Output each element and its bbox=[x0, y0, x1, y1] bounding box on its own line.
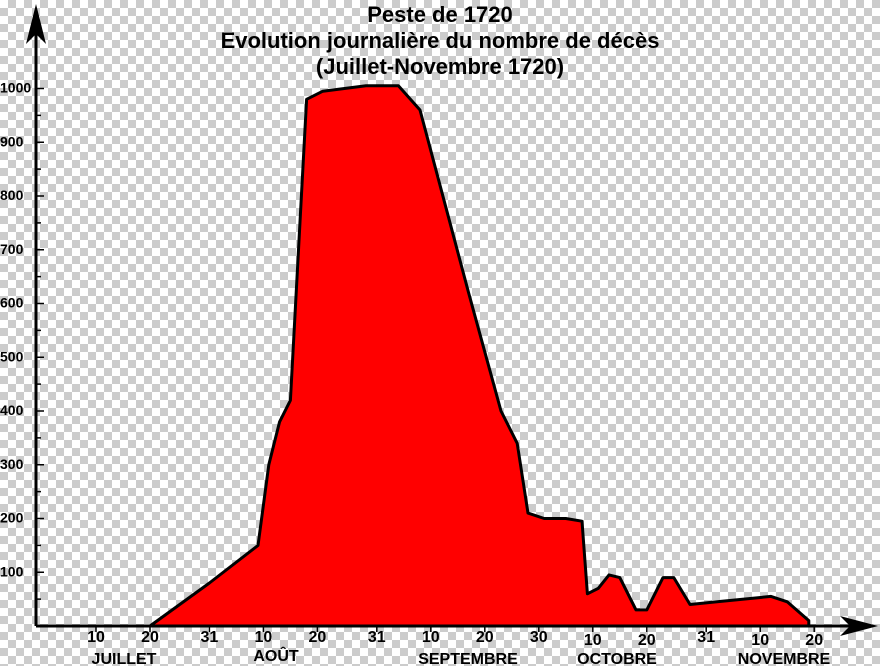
month-label: OCTOBRE bbox=[577, 651, 657, 666]
x-tick-label: 10 bbox=[584, 632, 602, 649]
y-tick-label: 1000 bbox=[0, 80, 31, 96]
x-tick-label: 20 bbox=[309, 629, 327, 646]
x-tick-label: 10 bbox=[87, 629, 105, 646]
deaths-area bbox=[148, 84, 811, 628]
y-tick-label: 700 bbox=[0, 241, 24, 257]
x-tick-label: 10 bbox=[751, 632, 769, 649]
y-tick-label: 800 bbox=[0, 187, 24, 203]
x-tick-label: 31 bbox=[201, 629, 219, 646]
y-tick-label: 600 bbox=[0, 295, 24, 311]
x-tick-label: 20 bbox=[476, 629, 494, 646]
month-label: NOVEMBRE bbox=[738, 651, 831, 666]
y-tick-label: 400 bbox=[0, 402, 24, 418]
x-tick-label: 31 bbox=[697, 629, 715, 646]
y-axis-arrow bbox=[26, 4, 46, 44]
x-tick-label: 10 bbox=[255, 629, 273, 646]
y-tick-label: 300 bbox=[0, 456, 24, 472]
x-tick-label: 20 bbox=[805, 632, 823, 649]
x-tick-label: 20 bbox=[638, 632, 656, 649]
y-tick-label: 900 bbox=[0, 133, 24, 149]
x-tick-label: 10 bbox=[422, 629, 440, 646]
chart-title-line-3: (Juillet-Novembre 1720) bbox=[315, 54, 565, 79]
month-label: JUILLET bbox=[92, 651, 157, 666]
x-tick-label: 31 bbox=[368, 629, 386, 646]
chart-title-line-1: Peste de 1720 bbox=[367, 2, 513, 27]
month-label: SEPTEMBRE bbox=[418, 651, 518, 666]
x-axis-arrow bbox=[840, 616, 878, 636]
y-tick-label: 500 bbox=[0, 348, 24, 364]
x-tick-label: 20 bbox=[141, 629, 159, 646]
y-tick-label: 200 bbox=[0, 510, 24, 526]
y-tick-label: 100 bbox=[0, 563, 24, 579]
month-label: AOÛT bbox=[253, 646, 299, 665]
x-tick-label: 30 bbox=[530, 629, 548, 646]
chart-title-line-2: Evolution journalière du nombre de décès bbox=[220, 28, 660, 53]
